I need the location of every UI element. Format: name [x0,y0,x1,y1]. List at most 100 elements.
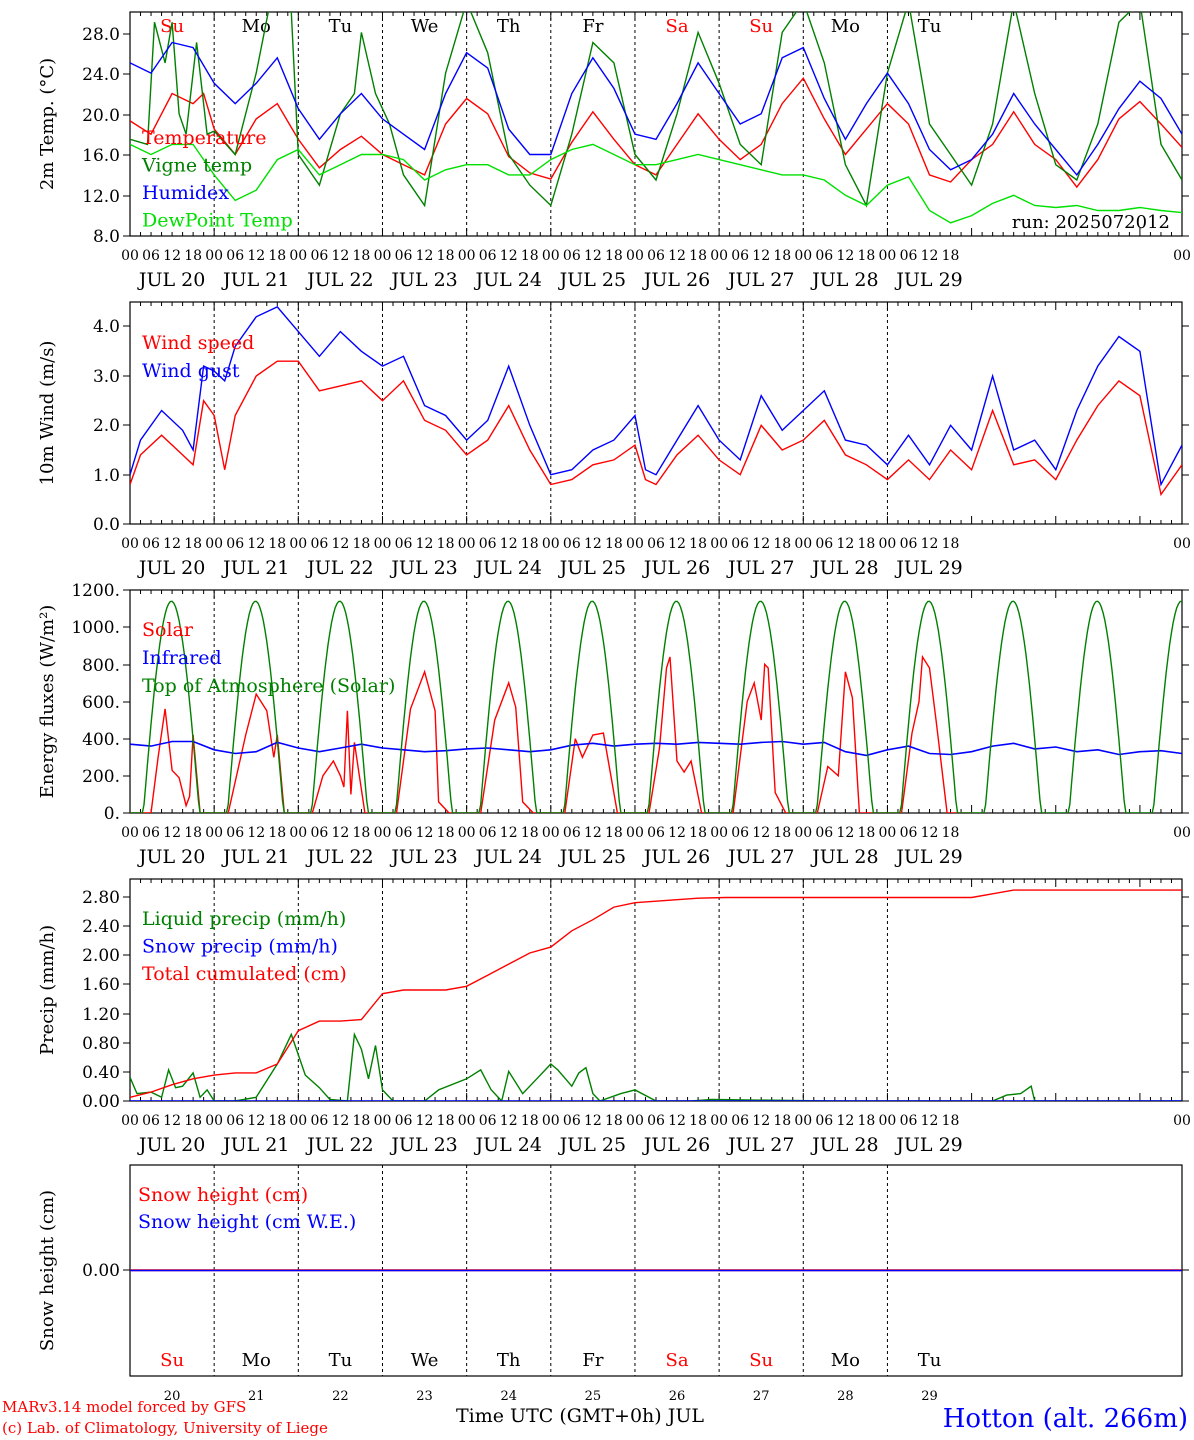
x-hour-label: 06 [226,1113,244,1129]
weekday-label: Tu [329,16,353,37]
x-hour-label: 18 [268,536,286,552]
x-hour-label: 12 [921,248,939,264]
x-hour-label: 12 [331,1113,349,1129]
y-tick-label: 600. [82,693,120,713]
x-hour-label: 12 [416,1113,434,1129]
x-hour-label: 00 [374,1113,392,1129]
x-hour-label: 18 [942,825,960,841]
x-hour-label: 06 [815,1113,833,1129]
x-hour-label: 12 [163,1113,181,1129]
x-date-label: JUL 20 [137,269,205,291]
x-date-label: JUL 22 [305,269,373,291]
y-tick-label: 800. [82,656,120,676]
x-hour-label: 12 [584,248,602,264]
weekday-label: Tu [329,1350,353,1371]
x-hour-label: 00 [794,248,812,264]
x-hour-label: 00 [710,248,728,264]
series-line-vigne-temp [130,12,1182,208]
x-hour-label: 12 [752,1113,770,1129]
series-layer [130,889,1182,1101]
x-axis-title: Time UTC (GMT+0h) JUL [456,1405,704,1427]
x-date-label: JUL 23 [389,269,457,291]
station-name: Hotton (alt. 266m) [943,1404,1188,1434]
x-hour-label: 00 [710,1113,728,1129]
x-date-label: JUL 21 [221,269,289,291]
x-hour-label: 18 [437,1113,455,1129]
x-hour-label: 12 [836,825,854,841]
x-hour-label: 18 [942,1113,960,1129]
x-hour-label: 12 [668,825,686,841]
y-tick-label: 0.80 [82,1034,120,1054]
x-date-label: JUL 28 [810,269,878,291]
x-hour-label: 12 [416,536,434,552]
x-date-label: JUL 27 [726,557,794,579]
x-hour-label: 12 [247,536,265,552]
x-hour-label: 18 [353,248,371,264]
x-hour-label: 00 [710,825,728,841]
legend-entry: Wind speed [142,332,254,354]
x-hour-label: 06 [647,1113,665,1129]
x-date-label: JUL 24 [473,557,541,579]
x-hour-label: 12 [163,536,181,552]
legend-entry: Solar [142,619,194,641]
x-hour-label: 06 [900,1113,918,1129]
x-hour-label: 18 [942,248,960,264]
x-hour-label: 06 [731,248,749,264]
weekday-label: Th [497,16,521,37]
day-number-label: 21 [248,1389,265,1404]
x-hour-label: 18 [605,1113,623,1129]
x-date-label: JUL 23 [389,557,457,579]
legend-entry: Vigne temp [141,155,252,177]
legend-entry: Liquid precip (mm/h) [142,908,346,930]
x-hour-label: 06 [142,248,160,264]
y-tick-label: 4.0 [93,317,120,337]
x-hour-label: 12 [247,248,265,264]
x-hour-label: 06 [310,536,328,552]
x-hour-label: 18 [521,536,539,552]
x-hour-label: 12 [668,1113,686,1129]
legend-entry: Snow height (cm) [138,1184,308,1206]
x-hour-label: 18 [353,825,371,841]
weekday-label: We [411,1350,439,1371]
x-hour-label: 18 [857,536,875,552]
legend-entry: Infrared [142,647,222,669]
x-hour-label: 12 [331,248,349,264]
x-hour-label: 18 [353,1113,371,1129]
weekday-label: Tu [918,16,942,37]
series-layer [130,12,1182,224]
weekday-label: Su [749,16,773,37]
x-date-label: JUL 25 [558,557,626,579]
y-axis-title: Energy fluxes (W/m²) [37,605,58,799]
x-hour-label: 18 [184,248,202,264]
x-hour-label: 12 [331,536,349,552]
x-hour-label: 00 [458,248,476,264]
x-date-label: JUL 25 [558,1134,626,1156]
x-date-label: JUL 29 [894,269,962,291]
x-hour-label: 00 [626,1113,644,1129]
x-hour-label: 12 [584,825,602,841]
x-date-label: JUL 24 [473,1134,541,1156]
x-hour-label: 06 [731,1113,749,1129]
x-hour-label: 12 [921,536,939,552]
weekday-label: Fr [582,16,603,37]
x-hour-label: 06 [900,536,918,552]
x-hour-label: 00 [458,825,476,841]
x-hour-label: 06 [226,825,244,841]
x-date-label: JUL 21 [221,846,289,868]
day-number-label: 28 [837,1389,854,1404]
x-date-label: JUL 22 [305,1134,373,1156]
plots-layer: 8.012.016.020.024.028.02m Temp. (°C)00 06… [37,11,1191,1404]
x-date-label: JUL 26 [642,557,710,579]
x-hour-label: 12 [416,248,434,264]
y-tick-label: 12.0 [82,187,120,207]
x-date-label: JUL 29 [894,557,962,579]
x-hour-label: 18 [942,536,960,552]
x-hour-label: 00 [1173,825,1191,841]
x-hour-label: 06 [310,248,328,264]
x-hour-label: 00 [289,248,307,264]
x-hour-label: 18 [353,536,371,552]
x-hour-label: 06 [900,248,918,264]
x-date-label: JUL 23 [389,1134,457,1156]
x-hour-label: 00 [542,825,560,841]
